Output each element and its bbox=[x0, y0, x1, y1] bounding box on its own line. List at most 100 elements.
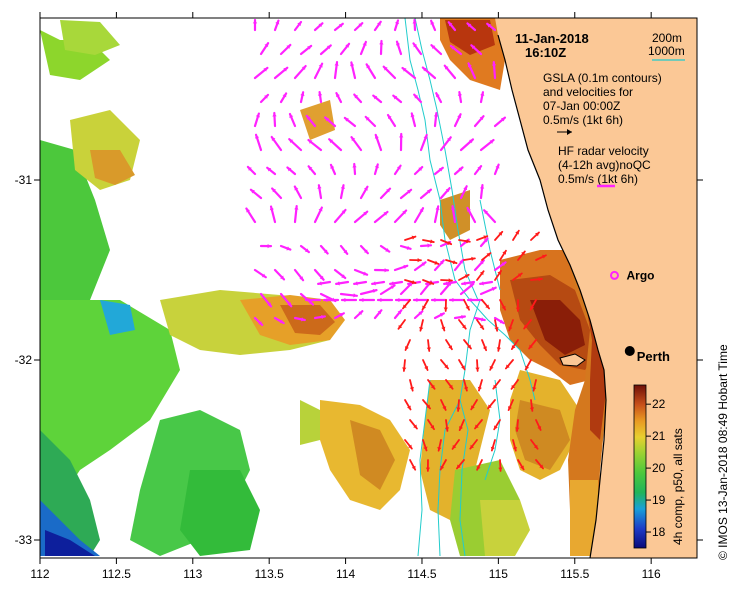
hf-arrow bbox=[412, 18, 417, 32]
gsla-arrow bbox=[402, 299, 411, 310]
gsla-arrow bbox=[515, 419, 520, 432]
hf-arrow bbox=[459, 282, 475, 296]
hf-arrow bbox=[293, 185, 303, 200]
perth-label: Perth bbox=[637, 349, 670, 364]
hf-arrow bbox=[317, 280, 332, 286]
hf-arrow bbox=[253, 316, 264, 327]
gsla-arrow bbox=[443, 299, 448, 312]
hf-arrow bbox=[299, 91, 305, 104]
hf-arrow bbox=[333, 312, 345, 320]
hf-arrow bbox=[270, 135, 283, 152]
hf-arrow bbox=[430, 297, 448, 303]
hf-arrow bbox=[293, 268, 305, 282]
hf-arrow bbox=[353, 22, 364, 32]
hf-arrow bbox=[459, 138, 475, 152]
gsla-arrow bbox=[402, 359, 407, 372]
gsla-arrow bbox=[496, 339, 501, 352]
colorbar-ramp bbox=[633, 384, 647, 549]
hf-arrow bbox=[313, 22, 324, 32]
gsla-arrow bbox=[469, 439, 478, 450]
hf-legend-line2: (4-12h avg)noQC bbox=[558, 158, 651, 172]
hf-arrow bbox=[293, 64, 307, 80]
hf-arrow bbox=[435, 92, 443, 104]
hf-arrow bbox=[259, 93, 270, 104]
hf-arrow bbox=[271, 187, 283, 200]
hf-arrow bbox=[392, 94, 403, 104]
hf-arrow bbox=[339, 42, 351, 56]
hf-arrow bbox=[293, 20, 303, 32]
gsla-arrow bbox=[444, 419, 450, 432]
hf-arrow bbox=[359, 288, 378, 296]
hf-arrow bbox=[493, 116, 507, 128]
hf-arrow bbox=[379, 39, 384, 56]
hf-arrow bbox=[459, 185, 468, 200]
hf-arrow bbox=[373, 20, 382, 32]
gsla-arrow bbox=[489, 359, 496, 371]
gsla-arrow bbox=[499, 249, 507, 261]
gsla-arrow bbox=[458, 273, 470, 281]
gsla-arrow bbox=[505, 359, 514, 370]
gsla-arrow bbox=[510, 379, 519, 390]
hf-arrow bbox=[293, 204, 299, 224]
gsla-arrow bbox=[475, 359, 480, 372]
gsla-arrow bbox=[494, 319, 499, 332]
gsla-arrow bbox=[458, 359, 466, 371]
sst-colorbar: 18 19 20 21 22 4h comp, p50, all sats bbox=[633, 384, 685, 549]
hf-arrow bbox=[447, 21, 457, 32]
hf-arrow bbox=[304, 297, 322, 303]
hf-arrow bbox=[359, 40, 367, 56]
hf-arrow bbox=[259, 292, 273, 308]
hf-arrow bbox=[448, 297, 466, 303]
hf-arrow bbox=[419, 133, 428, 152]
hf-arrow bbox=[453, 314, 466, 320]
hf-arrow bbox=[245, 207, 257, 224]
gsla-arrow bbox=[515, 299, 521, 312]
gsla-arrow bbox=[535, 459, 544, 470]
gsla-arrow bbox=[425, 459, 431, 472]
hf-arrow bbox=[386, 113, 397, 128]
hf-arrow bbox=[293, 316, 306, 322]
gsla-arrow bbox=[476, 459, 483, 471]
gsla-arrow bbox=[529, 399, 535, 412]
hf-arrow bbox=[473, 259, 485, 272]
hf-arrow bbox=[364, 115, 377, 128]
gsla-arrow bbox=[456, 399, 461, 412]
sst-field bbox=[40, 18, 612, 556]
hf-arrow bbox=[246, 165, 257, 176]
hf-arrow bbox=[249, 188, 263, 200]
gsla-arrow bbox=[490, 439, 496, 452]
gsla-arrow bbox=[440, 319, 446, 332]
gsla-arrow bbox=[397, 319, 406, 330]
hf-arrow bbox=[433, 111, 439, 128]
gsla-arrow bbox=[456, 459, 465, 470]
gsla-arrow bbox=[445, 339, 453, 351]
gsla-arrow bbox=[530, 277, 543, 282]
x-tick-label: 112.5 bbox=[102, 567, 131, 581]
argo-icon bbox=[609, 270, 619, 280]
x-tick-label: 114 bbox=[336, 567, 355, 581]
colorbar-title: 4h comp, p50, all sats bbox=[671, 428, 685, 545]
argo-marker: Argo bbox=[609, 268, 654, 282]
hf-arrow bbox=[413, 207, 425, 224]
gsla-arrow bbox=[494, 230, 504, 241]
hf-arrow bbox=[269, 205, 277, 224]
hf-arrow bbox=[313, 314, 326, 320]
hf-arrow bbox=[421, 66, 437, 80]
gsla-arrow bbox=[409, 419, 418, 430]
hf-arrow bbox=[393, 164, 402, 176]
hf-arrow bbox=[395, 40, 403, 56]
hf-arrow bbox=[253, 112, 260, 128]
gsla-velocity-arrows bbox=[397, 229, 547, 472]
gsla-arrow bbox=[528, 339, 537, 350]
hf-arrow bbox=[374, 133, 383, 152]
argo-label: Argo bbox=[626, 268, 654, 282]
hf-arrow bbox=[382, 65, 397, 80]
hf-arrow bbox=[413, 310, 424, 320]
hf-arrow bbox=[359, 185, 369, 200]
gsla-arrow bbox=[463, 299, 470, 311]
colorbar-tick-label: 19 bbox=[652, 493, 666, 507]
hf-arrow bbox=[329, 163, 337, 176]
hf-arrow bbox=[359, 244, 369, 255]
gsla-arrow bbox=[463, 256, 476, 262]
hf-arrow bbox=[399, 132, 404, 152]
